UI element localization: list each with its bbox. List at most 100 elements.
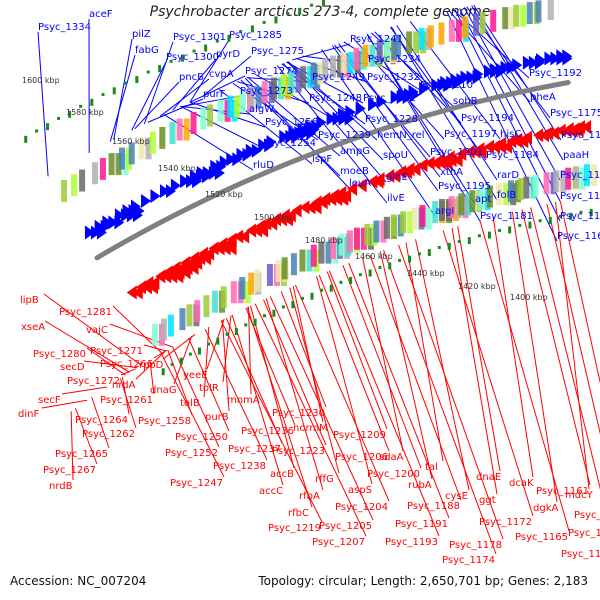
forward-gene-label: Psyc_1254 [263, 138, 316, 149]
reverse-gene-label: rpoD [139, 360, 164, 371]
forward-feature-block [200, 107, 207, 130]
reverse-leader-line [289, 287, 340, 474]
reverse-gene-label: Psyc_1193 [385, 537, 438, 548]
forward-feature-block [138, 137, 145, 160]
reverse-feature-block [325, 241, 332, 264]
reverse-leader-line [254, 303, 367, 537]
forward-feature-block [391, 37, 398, 60]
reverse-gene-label: rubA [408, 480, 432, 491]
forward-gene-label: Psyc_1275 [251, 46, 304, 57]
tick-mark [225, 332, 229, 336]
reverse-feature-block [239, 277, 246, 300]
reverse-gene-label: Psyc_1250 [175, 432, 228, 443]
forward-feature-block [288, 70, 295, 93]
reverse-leader-line [225, 317, 283, 444]
reverse-leader-line [188, 337, 230, 432]
reverse-gene-arrow [170, 261, 181, 276]
forward-gene-label: Psyc_1166 [557, 231, 600, 242]
reverse-gene-arrow [305, 200, 316, 215]
reverse-gene-label: Psyc_1271 [90, 346, 143, 357]
forward-feature-block [413, 31, 420, 54]
reverse-gene-label: Psyc_1188 [407, 501, 460, 512]
forward-gene-arrow [305, 119, 316, 134]
forward-feature-block [190, 111, 197, 134]
reverse-feature-block [469, 190, 476, 213]
reverse-gene-label: secD [60, 362, 85, 373]
tick-mark [559, 214, 563, 218]
reverse-gene-label: Psyc_1262 [82, 429, 135, 440]
reverse-gene-arrow [575, 119, 586, 134]
reverse-feature-block [448, 196, 455, 219]
forward-feature-block [344, 55, 351, 78]
forward-gene-label: spoU [383, 150, 408, 161]
reverse-leader-line [167, 349, 193, 416]
forward-leader-line [291, 43, 351, 61]
forward-feature-block [261, 81, 268, 104]
forward-gene-label: Psyc_1248 [309, 93, 362, 104]
reverse-gene-label: dcaK [509, 478, 534, 489]
reverse-feature-block [565, 167, 572, 190]
tick-mark [262, 20, 266, 24]
reverse-gene-label: Psyc_1281 [59, 307, 112, 318]
forward-feature-block [502, 7, 509, 30]
forward-feature-block [448, 19, 455, 42]
reverse-leader-line [86, 347, 126, 376]
tick-mark [90, 98, 94, 106]
tick-mark [467, 237, 471, 245]
forward-gene-label: Psyc_1228 [365, 114, 418, 125]
forward-gene-label: Psyc_1192 [529, 68, 582, 79]
reverse-gene-arrow [456, 146, 467, 161]
forward-gene-arrow [210, 159, 221, 174]
tick-mark [349, 276, 353, 284]
scale-label: 1420 kbp [458, 282, 496, 291]
reverse-gene-arrow [483, 139, 494, 154]
tick-mark [112, 87, 116, 95]
reverse-gene-label: tal [425, 462, 438, 473]
tick-mark [24, 135, 28, 143]
reverse-leader-line [511, 211, 558, 503]
forward-gene-arrow [258, 138, 269, 153]
reverse-gene-arrow [581, 119, 592, 134]
forward-gene-label: Psyc_1175 [550, 108, 600, 119]
forward-gene-label: Psyc_1256 [265, 117, 318, 128]
forward-feature-block [271, 77, 278, 100]
tick-mark [286, 12, 290, 16]
forward-gene-label: argI [435, 206, 454, 217]
forward-gene-arrow [245, 143, 256, 158]
reverse-leader-line [530, 207, 600, 490]
tick-mark [179, 357, 183, 365]
reverse-feature-block [338, 233, 345, 256]
forward-gene-arrow [408, 84, 419, 99]
reverse-leader-line [383, 249, 497, 555]
forward-feature-block [310, 62, 317, 85]
reverse-gene-arrow [336, 185, 347, 200]
forward-gene-label: moeB [340, 166, 369, 177]
reverse-gene-label: Psyc_1252 [165, 448, 218, 459]
reverse-gene-label: Psyc_1247 [170, 478, 223, 489]
reverse-gene-arrow [543, 126, 554, 141]
tick-mark [398, 258, 402, 262]
reverse-feature-block [477, 188, 484, 211]
reverse-feature-block [496, 183, 503, 206]
forward-feature-block [513, 4, 520, 27]
reverse-gene-arrow [311, 195, 322, 210]
reverse-gene-label: tolR [199, 383, 219, 394]
forward-gene-label: fabG [135, 45, 159, 56]
tick-mark [508, 226, 512, 234]
reverse-leader-line [328, 270, 440, 537]
reverse-gene-arrow [299, 200, 310, 215]
reverse-gene-arrow [233, 229, 244, 244]
forward-feature-block [353, 47, 360, 70]
genome-title: Psychrobacter arcticus 273-4, complete g… [149, 4, 491, 20]
forward-gene-arrow [332, 111, 343, 126]
reverse-gene-arrow [396, 164, 407, 179]
tick-mark [192, 49, 196, 53]
tick-mark [437, 245, 441, 249]
forward-feature-block [418, 27, 425, 50]
reverse-leader-line [280, 291, 327, 408]
tick-mark [181, 54, 185, 62]
reverse-gene-label: Psyc_1264 [75, 415, 128, 426]
reverse-feature-block [465, 193, 472, 216]
forward-gene-label: Psyc_1285 [229, 30, 282, 41]
reverse-feature-block [432, 201, 439, 224]
